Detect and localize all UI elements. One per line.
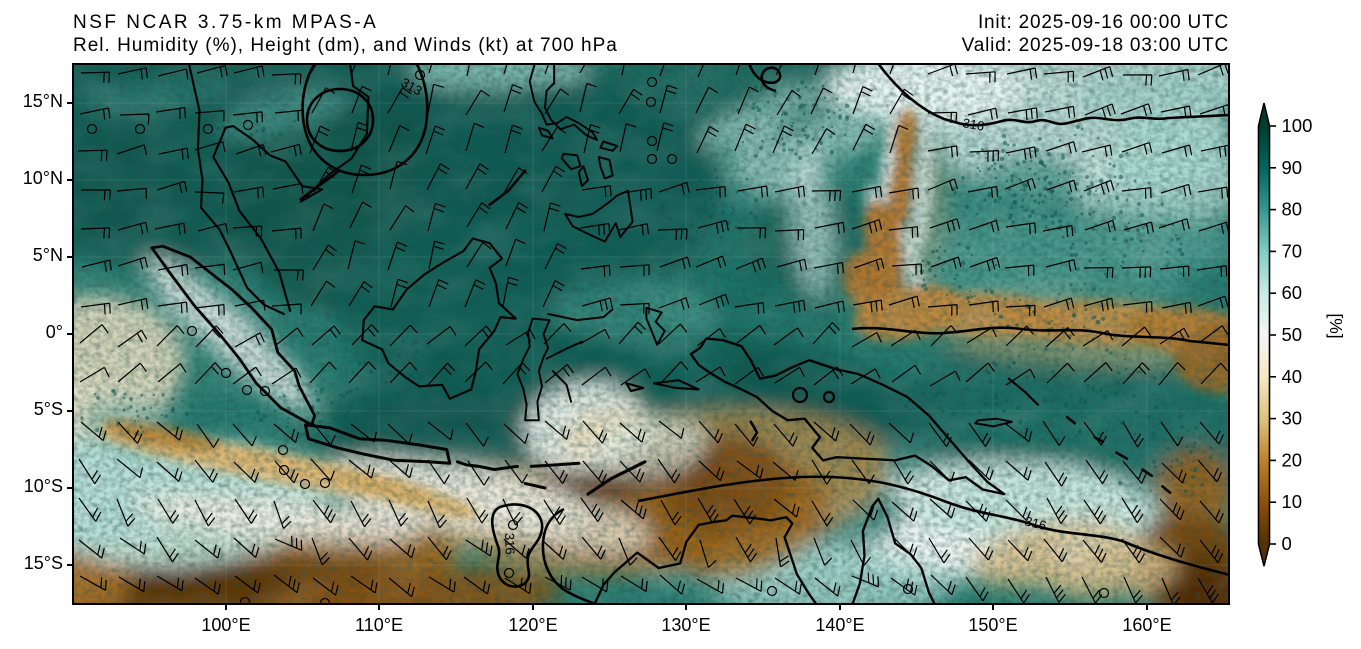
svg-text:20: 20 [1282, 449, 1303, 470]
svg-text:[%]: [%] [1326, 313, 1346, 338]
svg-text:0: 0 [1282, 533, 1292, 554]
svg-text:60: 60 [1282, 282, 1303, 303]
svg-text:70: 70 [1282, 240, 1303, 261]
svg-text:316: 316 [961, 115, 985, 134]
svg-text:10: 10 [1282, 491, 1303, 512]
svg-text:100: 100 [1282, 115, 1313, 136]
svg-text:80: 80 [1282, 199, 1303, 220]
svg-text:316: 316 [1023, 513, 1048, 533]
svg-text:40: 40 [1282, 366, 1303, 387]
svg-text:50: 50 [1282, 324, 1303, 345]
svg-text:90: 90 [1282, 157, 1303, 178]
svg-text:30: 30 [1282, 408, 1303, 429]
